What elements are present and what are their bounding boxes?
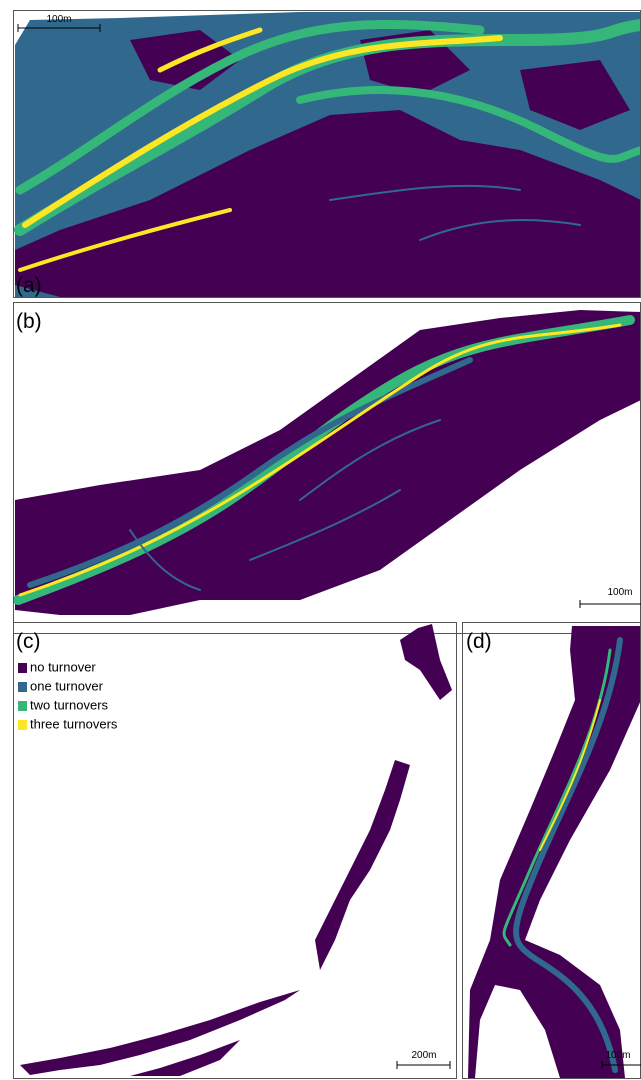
map-area bbox=[20, 990, 300, 1075]
legend-swatch bbox=[18, 701, 27, 711]
panel-c: 200m (c) no turnover one turnover two turn… bbox=[14, 623, 457, 1079]
panel-a: 100m (a) bbox=[14, 11, 641, 298]
legend-swatch bbox=[18, 663, 27, 673]
scale-label: 100m bbox=[607, 587, 632, 598]
map-area bbox=[315, 760, 410, 970]
panel-d: 100m (d) bbox=[463, 623, 641, 1079]
scale-label: 100m bbox=[605, 1050, 630, 1061]
legend-label: three turnovers bbox=[30, 716, 118, 731]
legend-label: two turnovers bbox=[30, 697, 109, 712]
legend-label: no turnover bbox=[30, 659, 96, 674]
panel-label: (c) bbox=[16, 630, 41, 653]
scale-label: 200m bbox=[411, 1050, 436, 1061]
map-area bbox=[468, 626, 641, 1078]
panel-label: (b) bbox=[16, 310, 42, 333]
legend-swatch bbox=[18, 682, 27, 692]
figure: 100m (a) 100m (b) 200m (c) no turnover on… bbox=[0, 0, 641, 1080]
panel-b: 100m (b) bbox=[14, 303, 641, 634]
legend-swatch bbox=[18, 720, 27, 730]
panel-label: (a) bbox=[16, 274, 42, 297]
scale-label: 100m bbox=[46, 14, 71, 25]
legend: no turnover one turnover two turnovers thre… bbox=[18, 659, 118, 731]
panel-label: (d) bbox=[466, 630, 492, 653]
legend-label: one turnover bbox=[30, 678, 104, 693]
map-area bbox=[400, 624, 452, 700]
